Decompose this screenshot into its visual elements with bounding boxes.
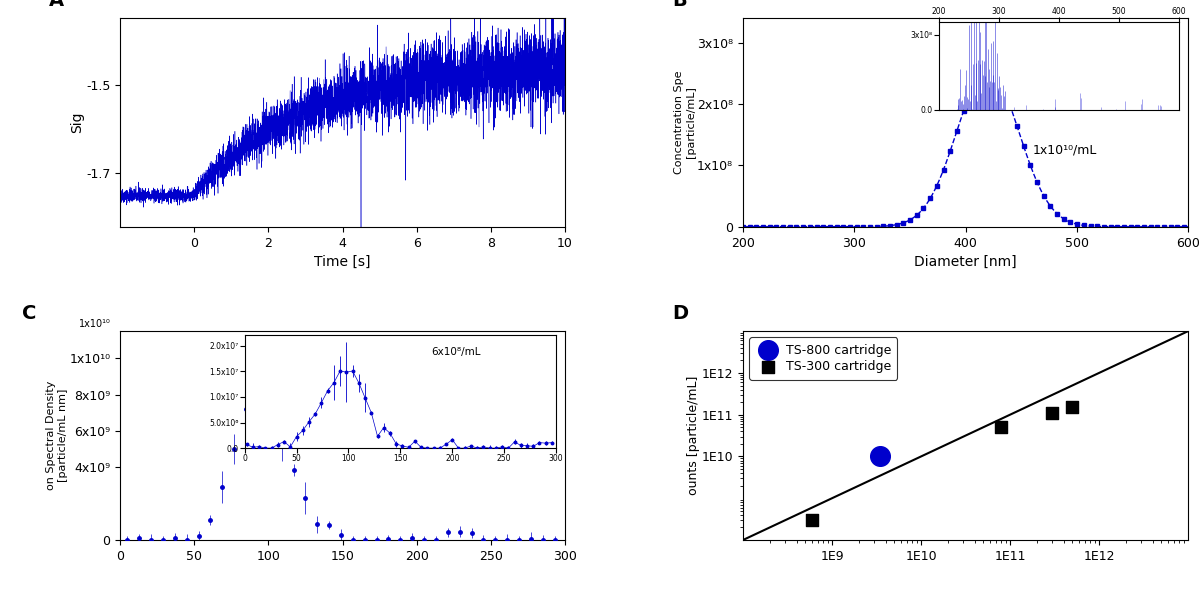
Y-axis label: ounts [particle/mL]: ounts [particle/mL] [688, 376, 701, 495]
Text: C: C [22, 304, 36, 323]
Text: 1x10¹⁰: 1x10¹⁰ [79, 319, 112, 329]
Text: B: B [672, 0, 686, 10]
TS-300 cartridge [803, 515, 822, 525]
Text: A: A [49, 0, 64, 10]
X-axis label: Time [s]: Time [s] [314, 255, 371, 269]
Text: 1x10¹⁰/mL: 1x10¹⁰/mL [1032, 143, 1097, 156]
Text: D: D [672, 304, 688, 323]
TS-300 cartridge [1043, 408, 1062, 418]
Legend: TS-800 cartridge, TS-300 cartridge: TS-800 cartridge, TS-300 cartridge [749, 337, 898, 380]
Y-axis label: Sig: Sig [71, 112, 84, 133]
TS-300 cartridge [991, 422, 1010, 432]
Y-axis label: Concentration Spe
[particle/mL]: Concentration Spe [particle/mL] [674, 71, 696, 174]
TS-300 cartridge [1063, 403, 1082, 412]
X-axis label: Diameter [nm]: Diameter [nm] [914, 255, 1016, 269]
TS-800 cartridge [871, 452, 890, 461]
Y-axis label: on Spectral Density
[particle/mL nm]: on Spectral Density [particle/mL nm] [47, 381, 68, 490]
